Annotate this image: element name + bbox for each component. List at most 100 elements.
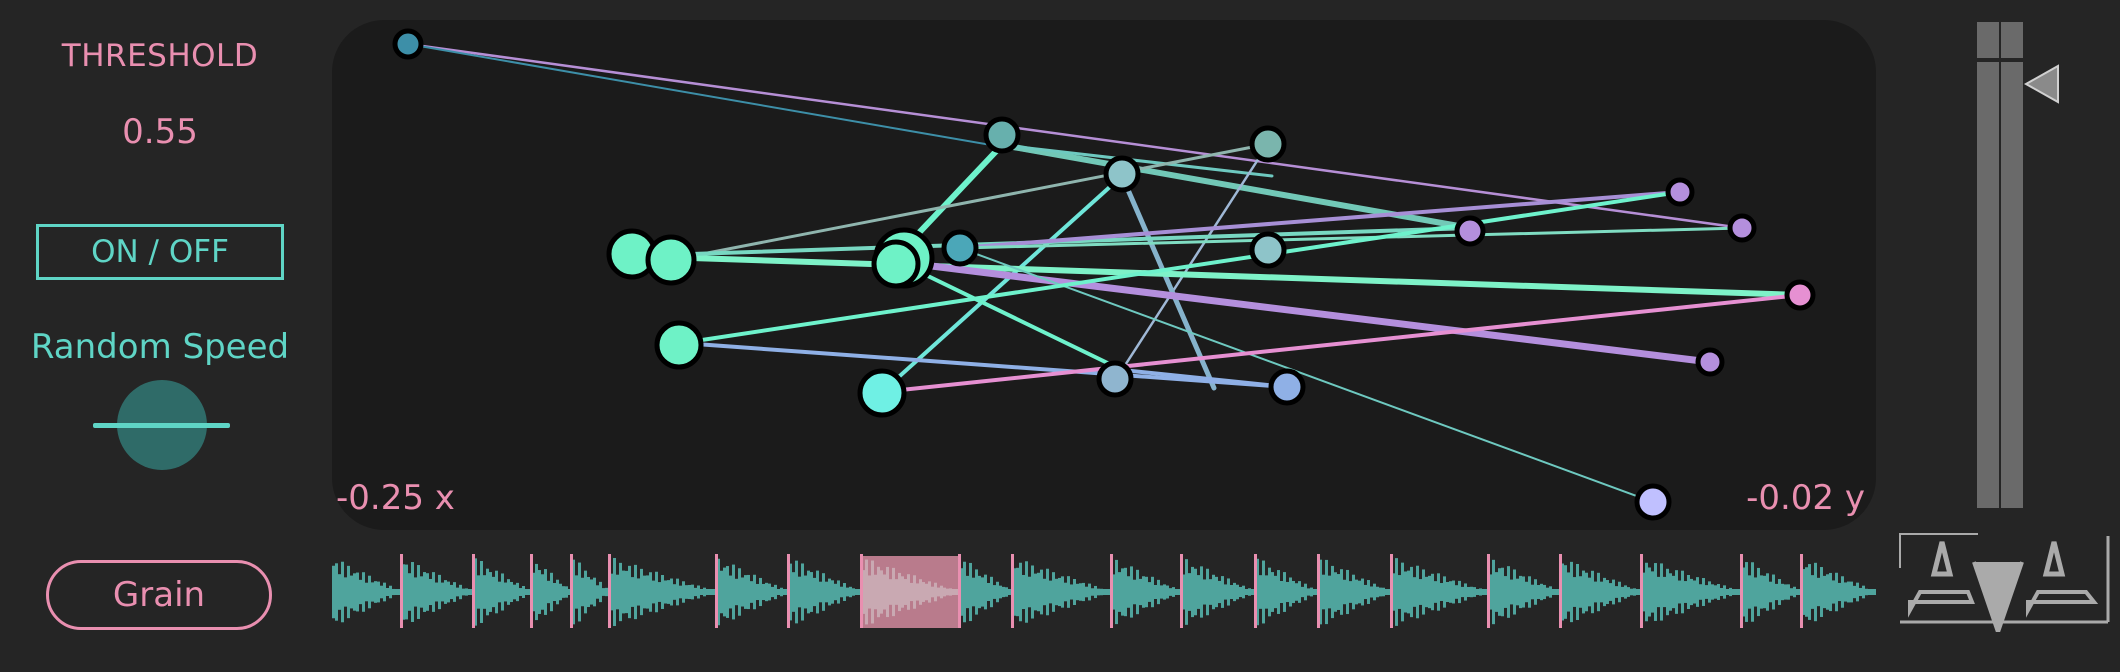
waveform-bar xyxy=(1058,577,1061,607)
waveform-bar xyxy=(819,581,822,603)
waveform-bar xyxy=(858,589,861,595)
waveform-bar xyxy=(1407,570,1410,614)
slider-pointer-icon[interactable] xyxy=(2022,64,2060,104)
on-off-button[interactable]: ON / OFF xyxy=(36,224,284,280)
waveform-bar xyxy=(1188,573,1191,611)
waveform-bar xyxy=(798,576,801,608)
waveform-bar xyxy=(1115,559,1118,625)
waveform-bar xyxy=(1178,589,1181,595)
waveform-bar xyxy=(356,572,359,612)
waveform-bar xyxy=(1028,576,1031,608)
waveform-bar xyxy=(1440,583,1443,601)
waveform-bar xyxy=(1570,561,1573,623)
slice-marker xyxy=(1254,554,1257,628)
slice-marker xyxy=(1011,554,1014,628)
waveform-bar xyxy=(1609,583,1612,601)
level-meter-right[interactable] xyxy=(2001,22,2023,508)
slice-marker xyxy=(1180,554,1183,628)
waveform-bar xyxy=(1705,585,1708,599)
waveform-bar xyxy=(420,576,423,608)
waveform-bar xyxy=(1040,569,1043,615)
waveform-bar xyxy=(584,570,587,614)
waveform-bar xyxy=(380,585,383,599)
waveform-bar xyxy=(350,575,353,609)
slice-marker xyxy=(472,554,475,628)
waveform-bar xyxy=(522,586,525,598)
waveform-bar xyxy=(332,565,335,619)
waveform-bar xyxy=(1067,576,1070,608)
edge xyxy=(1000,143,1274,178)
waveform-bar xyxy=(1482,589,1485,595)
waveform-bar xyxy=(1404,571,1407,613)
waveform-bar xyxy=(1334,572,1337,612)
node xyxy=(1268,368,1306,406)
waveform-bar xyxy=(374,581,377,603)
node xyxy=(941,229,979,267)
waveform-bar xyxy=(1079,583,1082,601)
waveform-bar xyxy=(783,589,786,595)
waveform-bar xyxy=(1385,589,1388,595)
waveform-bar xyxy=(1091,588,1094,596)
waveform-bar xyxy=(1564,565,1567,619)
waveform-bar xyxy=(1838,582,1841,602)
waveform-bar xyxy=(688,584,691,600)
waveform-bar xyxy=(664,580,667,604)
waveform-bar xyxy=(1473,587,1476,597)
waveform-bar xyxy=(1597,572,1600,612)
waveform-bar xyxy=(925,583,928,601)
waveform-bar xyxy=(1717,584,1720,600)
waveform-bar xyxy=(1778,579,1781,605)
waveform-bar xyxy=(1019,562,1022,622)
waveform-bar xyxy=(880,570,883,614)
waveform-bar xyxy=(922,582,925,602)
node xyxy=(1665,177,1695,207)
waveform-bar xyxy=(1510,579,1513,605)
waveform-bar xyxy=(1543,584,1546,600)
waveform-bar xyxy=(365,582,368,602)
waveform-bar xyxy=(477,575,480,609)
waveform-bar xyxy=(501,573,504,611)
node-graph-panel[interactable] xyxy=(332,20,1876,530)
waveform-bar xyxy=(1037,572,1040,612)
waveform-bar xyxy=(1645,562,1648,622)
waveform-bar xyxy=(1100,588,1103,596)
waveform-bar xyxy=(952,589,955,595)
slice-marker xyxy=(530,554,533,628)
waveform-bar xyxy=(1802,569,1805,615)
node xyxy=(1096,360,1134,398)
waveform-bar xyxy=(575,575,578,609)
waveform-bar xyxy=(643,575,646,609)
waveform-bar xyxy=(1817,577,1820,607)
waveform-bar xyxy=(1236,584,1239,600)
edge xyxy=(880,174,1124,394)
waveform-bar xyxy=(1573,577,1576,607)
waveform-bar xyxy=(1239,586,1242,598)
node xyxy=(645,234,697,286)
waveform-bar xyxy=(1805,567,1808,617)
waveform-display[interactable] xyxy=(332,548,1876,632)
waveform-bar xyxy=(1675,570,1678,614)
waveform-bar xyxy=(999,585,1002,599)
waveform-bar xyxy=(1540,583,1543,601)
waveform-bar xyxy=(913,575,916,609)
level-meter-left[interactable] xyxy=(1977,22,1999,508)
waveform-bar xyxy=(1485,589,1488,595)
waveform-bar xyxy=(1476,589,1479,595)
waveform-bar xyxy=(735,578,738,606)
waveform-bar xyxy=(898,572,901,612)
waveform-bar xyxy=(934,582,937,602)
waveform-bar xyxy=(486,568,489,616)
threshold-value[interactable]: 0.55 xyxy=(122,112,198,152)
grain-button[interactable]: Grain xyxy=(46,560,272,630)
waveform-bar xyxy=(1636,589,1639,595)
edge xyxy=(958,190,1682,250)
node-graph[interactable] xyxy=(332,20,1876,530)
waveform-bar xyxy=(1567,572,1570,612)
waveform-bar xyxy=(398,589,401,595)
waveform-bar xyxy=(1133,579,1136,605)
waveform-bar xyxy=(1013,568,1016,616)
waveform-bar xyxy=(1139,578,1142,606)
waveform-bar xyxy=(1546,587,1549,597)
waveform-bar xyxy=(1322,574,1325,610)
waveform-bar xyxy=(450,584,453,600)
